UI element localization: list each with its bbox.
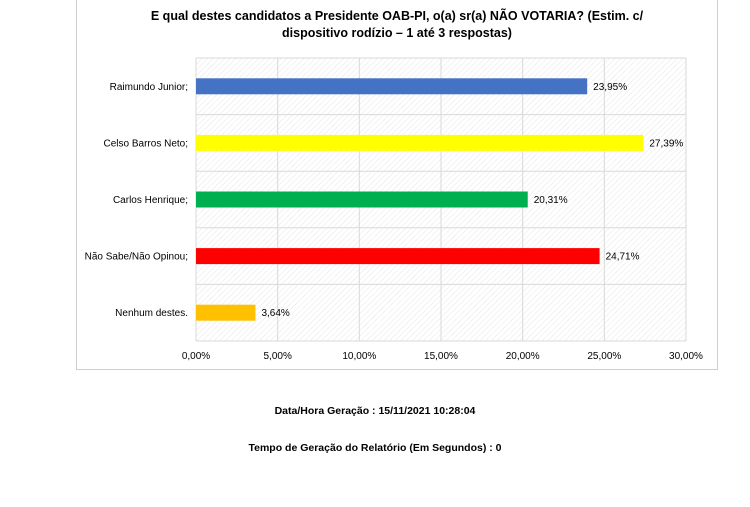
chart-title: E qual destes candidatos a Presidente OA… xyxy=(76,8,718,42)
x-tick-label: 5,00% xyxy=(263,351,291,362)
data-label: 23,95% xyxy=(593,82,627,93)
x-tick-label: 25,00% xyxy=(587,351,621,362)
x-tick-label: 10,00% xyxy=(342,351,376,362)
data-label: 20,31% xyxy=(534,195,568,206)
category-label: Celso Barros Neto; xyxy=(104,138,188,149)
generation-datetime: Data/Hora Geração : 15/11/2021 10:28:04 xyxy=(274,405,476,417)
x-tick-label: 20,00% xyxy=(506,351,540,362)
data-label: 24,71% xyxy=(606,252,640,263)
x-tick-label: 15,00% xyxy=(424,351,458,362)
bar xyxy=(196,248,600,265)
category-label: Raimundo Junior; xyxy=(110,82,188,93)
category-label: Nenhum destes. xyxy=(115,308,188,319)
generation-duration: Tempo de Geração do Relatório (Em Segund… xyxy=(248,442,502,454)
bar xyxy=(196,304,256,321)
chart-title-line-1: E qual destes candidatos a Presidente OA… xyxy=(150,9,644,23)
x-tick-label: 0,00% xyxy=(182,351,210,362)
x-tick-label: 30,00% xyxy=(669,351,703,362)
category-label: Carlos Henrique; xyxy=(113,195,188,206)
data-label: 27,39% xyxy=(649,138,683,149)
bar xyxy=(196,134,644,151)
bar xyxy=(196,78,588,95)
bar xyxy=(196,191,528,208)
category-label: Não Sabe/Não Opinou; xyxy=(85,252,188,263)
data-label: 3,64% xyxy=(261,308,289,319)
chart-title-line-2: dispositivo rodízio – 1 até 3 respostas) xyxy=(282,26,512,40)
